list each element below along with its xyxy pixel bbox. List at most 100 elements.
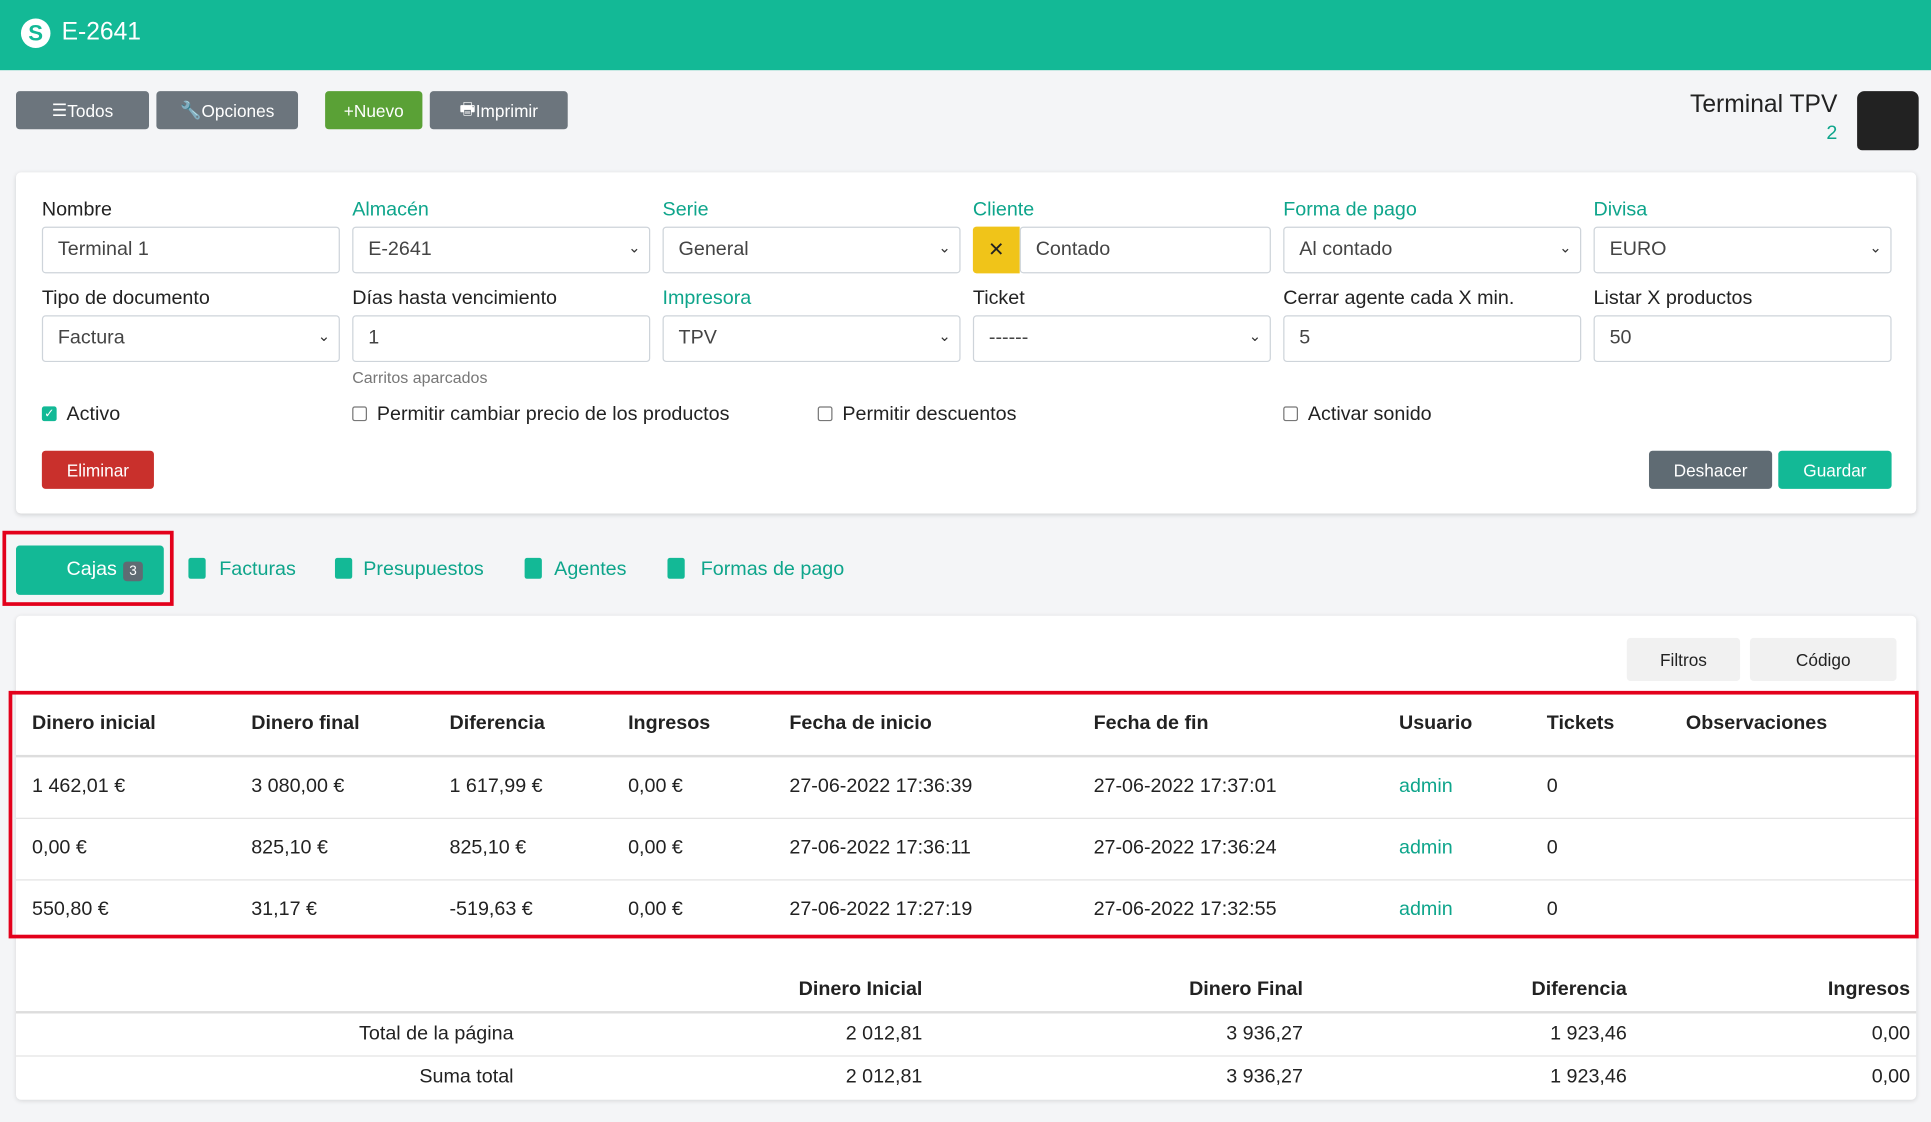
tab-label[interactable]: Agentes bbox=[554, 559, 627, 581]
totals-cell: 3 936,27 bbox=[1226, 1023, 1303, 1045]
row-divider bbox=[16, 1011, 1917, 1014]
field-label: Listar X productos bbox=[1593, 288, 1753, 310]
app-title[interactable]: E-2641 bbox=[61, 18, 142, 46]
logo[interactable]: S bbox=[20, 18, 51, 49]
table-cell: 550,80 € bbox=[32, 898, 109, 920]
select-caret: ⌄ bbox=[317, 327, 331, 345]
toolbar-button[interactable]: ☰ Todos bbox=[16, 91, 150, 130]
checkbox-label[interactable]: Activar sonido bbox=[1307, 403, 1432, 425]
tab-icon bbox=[188, 557, 206, 579]
tab-badge: 3 bbox=[123, 561, 143, 582]
totals-cell: 3 936,27 bbox=[1226, 1066, 1303, 1088]
select[interactable]: E-2641 bbox=[352, 226, 651, 274]
select[interactable]: EURO bbox=[1593, 226, 1892, 274]
header-bar bbox=[0, 0, 1931, 71]
totals-cell: 0,00 bbox=[1871, 1023, 1911, 1045]
button-label: Imprimir bbox=[475, 100, 539, 121]
terminal-number: 2 bbox=[1826, 123, 1838, 145]
row-divider bbox=[16, 817, 1917, 819]
column-header: Diferencia bbox=[449, 713, 545, 734]
field-label: Serie bbox=[662, 199, 709, 221]
terminal-title: Terminal TPV bbox=[1690, 91, 1838, 119]
table-cell: 0,00 € bbox=[628, 837, 683, 859]
checkbox[interactable] bbox=[352, 406, 367, 422]
table-cell: 27-06-2022 17:37:01 bbox=[1093, 775, 1277, 797]
column-header: Fecha de inicio bbox=[789, 713, 932, 734]
table-cell: 825,10 € bbox=[449, 837, 527, 859]
undo-button[interactable]: Deshacer bbox=[1648, 450, 1773, 489]
save-button[interactable]: Guardar bbox=[1778, 450, 1892, 489]
totals-label: Suma total bbox=[419, 1066, 514, 1088]
user-link[interactable]: admin bbox=[1398, 837, 1453, 859]
input[interactable]: 1 bbox=[352, 315, 651, 363]
select[interactable]: ------ bbox=[972, 315, 1271, 363]
input[interactable]: 50 bbox=[1593, 315, 1892, 363]
totals-header: Diferencia bbox=[1531, 979, 1627, 1000]
clear-button[interactable]: ✕ bbox=[972, 226, 1020, 274]
list-card bbox=[16, 615, 1917, 1100]
select[interactable]: TPV bbox=[662, 315, 961, 363]
column-header: Dinero final bbox=[251, 713, 360, 734]
totals-cell: 0,00 bbox=[1871, 1066, 1911, 1088]
table-cell: 1 462,01 € bbox=[32, 775, 126, 797]
row-divider bbox=[16, 754, 1917, 758]
highlight-box bbox=[8, 690, 1919, 939]
button-label: Nuevo bbox=[353, 100, 404, 121]
field-label: Días hasta vencimiento bbox=[352, 288, 558, 310]
totals-cell: 2 012,81 bbox=[845, 1066, 923, 1088]
checkbox[interactable] bbox=[1283, 406, 1299, 422]
tab-label[interactable]: Presupuestos bbox=[363, 559, 484, 581]
column-header: Dinero inicial bbox=[32, 713, 156, 734]
row-divider bbox=[16, 879, 1917, 881]
field-label: Impresora bbox=[662, 288, 752, 310]
user-link[interactable]: admin bbox=[1398, 898, 1453, 920]
totals-cell: 1 923,46 bbox=[1550, 1023, 1627, 1045]
table-cell: 0,00 € bbox=[628, 775, 683, 797]
toolbar-button[interactable]: + Nuevo bbox=[325, 91, 423, 130]
toolbar-button[interactable]: 🔧 Opciones bbox=[156, 91, 299, 130]
select[interactable]: Factura bbox=[41, 315, 340, 363]
field-label: Forma de pago bbox=[1283, 199, 1417, 221]
field-label: Cerrar agente cada X min. bbox=[1283, 288, 1515, 310]
checkbox-label[interactable]: Permitir cambiar precio de los productos bbox=[376, 403, 730, 425]
input[interactable]: Contado bbox=[1019, 226, 1271, 274]
input[interactable]: Terminal 1 bbox=[41, 226, 340, 274]
totals-header: Dinero Final bbox=[1189, 979, 1303, 1000]
checkbox-label[interactable]: Permitir descuentos bbox=[842, 403, 1017, 425]
table-cell: 0,00 € bbox=[628, 898, 683, 920]
select-caret: ⌄ bbox=[938, 327, 951, 345]
toolbar-button[interactable]: 🖶 Imprimir bbox=[429, 91, 568, 130]
table-cell: 3 080,00 € bbox=[251, 775, 345, 797]
table-cell: 27-06-2022 17:27:19 bbox=[789, 898, 973, 920]
user-link[interactable]: admin bbox=[1398, 775, 1453, 797]
highlight-box bbox=[2, 530, 174, 606]
register-icon bbox=[1857, 91, 1919, 151]
checkbox-label[interactable]: Activo bbox=[66, 403, 121, 425]
select-caret: ⌄ bbox=[938, 238, 951, 257]
totals-label: Total de la página bbox=[359, 1023, 514, 1045]
tab-label[interactable]: Formas de pago bbox=[700, 559, 845, 581]
totals-header: Dinero Inicial bbox=[798, 979, 923, 1000]
select[interactable]: Al contado bbox=[1283, 226, 1582, 274]
tab-icon bbox=[667, 557, 685, 579]
field-label: Nombre bbox=[41, 199, 112, 221]
table-cell: 27-06-2022 17:36:11 bbox=[789, 837, 971, 859]
tab-label[interactable]: Cajas bbox=[66, 559, 117, 581]
checkbox[interactable]: ✓ bbox=[41, 406, 57, 422]
tab-label[interactable]: Facturas bbox=[219, 559, 296, 581]
select[interactable]: General bbox=[662, 226, 961, 274]
totals-header: Ingresos bbox=[1827, 979, 1911, 1000]
checkbox[interactable] bbox=[817, 406, 833, 422]
table-cell: 0 bbox=[1546, 898, 1558, 920]
delete-button[interactable]: Eliminar bbox=[41, 450, 154, 489]
select-caret: ⌄ bbox=[1248, 327, 1262, 345]
select-caret: ⌄ bbox=[1559, 238, 1572, 257]
input[interactable]: 5 bbox=[1283, 315, 1582, 363]
filter-button[interactable]: Filtros bbox=[1626, 637, 1741, 682]
select-caret: ⌄ bbox=[1869, 238, 1882, 257]
table-cell: 1 617,99 € bbox=[449, 775, 543, 797]
table-cell: 0 bbox=[1546, 837, 1558, 859]
table-cell: 31,17 € bbox=[251, 898, 317, 920]
field-label: Divisa bbox=[1593, 199, 1648, 221]
sort-button[interactable]: Código bbox=[1749, 637, 1897, 682]
